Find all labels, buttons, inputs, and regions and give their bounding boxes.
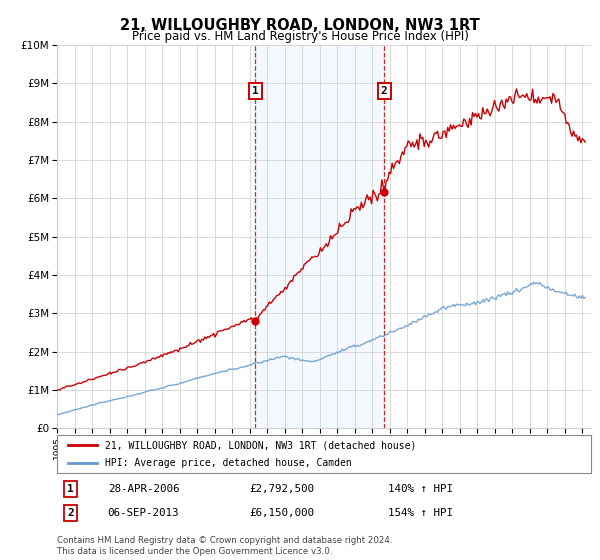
Text: £6,150,000: £6,150,000: [249, 508, 314, 518]
Text: 2: 2: [67, 508, 74, 518]
Text: £2,792,500: £2,792,500: [249, 484, 314, 494]
Text: 154% ↑ HPI: 154% ↑ HPI: [388, 508, 453, 518]
Text: 140% ↑ HPI: 140% ↑ HPI: [388, 484, 453, 494]
Text: 28-APR-2006: 28-APR-2006: [108, 484, 179, 494]
Text: 2: 2: [380, 86, 388, 96]
Text: Price paid vs. HM Land Registry's House Price Index (HPI): Price paid vs. HM Land Registry's House …: [131, 30, 469, 43]
Text: Contains HM Land Registry data © Crown copyright and database right 2024.
This d: Contains HM Land Registry data © Crown c…: [57, 536, 392, 556]
Text: 1: 1: [252, 86, 259, 96]
Text: 06-SEP-2013: 06-SEP-2013: [108, 508, 179, 518]
Text: 1: 1: [67, 484, 74, 494]
Text: 21, WILLOUGHBY ROAD, LONDON, NW3 1RT (detached house): 21, WILLOUGHBY ROAD, LONDON, NW3 1RT (de…: [105, 440, 416, 450]
Text: 21, WILLOUGHBY ROAD, LONDON, NW3 1RT: 21, WILLOUGHBY ROAD, LONDON, NW3 1RT: [120, 18, 480, 32]
Bar: [255, 45, 384, 428]
Text: HPI: Average price, detached house, Camden: HPI: Average price, detached house, Camd…: [105, 458, 352, 468]
